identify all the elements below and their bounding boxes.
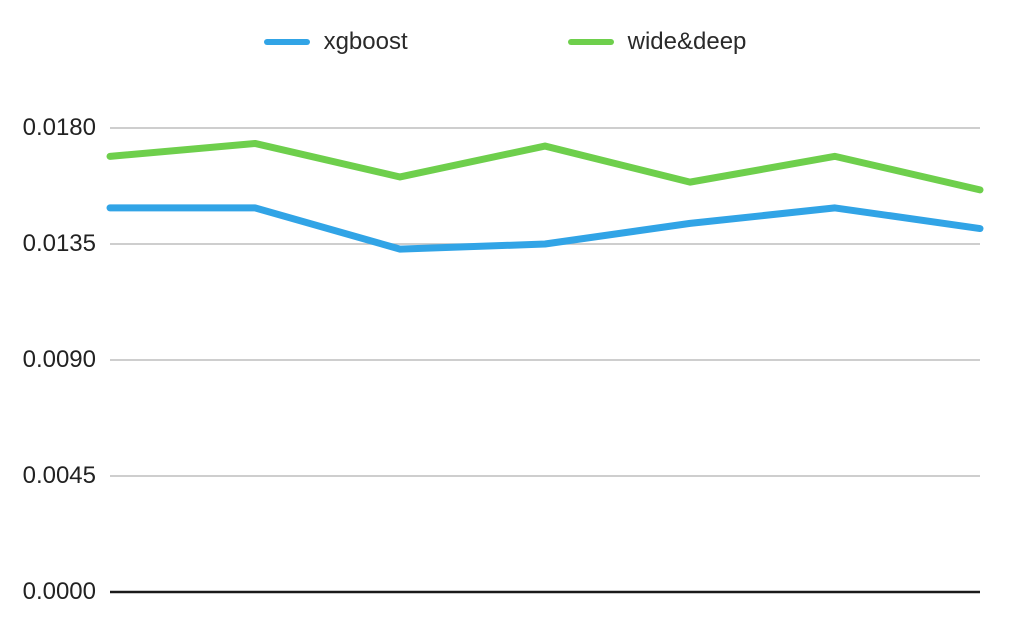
series-line-xgboost <box>110 208 980 249</box>
chart-plot-svg <box>0 0 1010 620</box>
gridlines-group <box>110 128 980 476</box>
series-line-wide-deep <box>110 143 980 189</box>
series-group <box>110 143 980 249</box>
chart-container: xgboost wide&deep 0.0180 0.0135 0.0090 0… <box>0 0 1010 620</box>
